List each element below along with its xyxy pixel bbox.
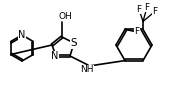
Text: S: S bbox=[71, 38, 77, 48]
Text: N: N bbox=[51, 51, 59, 61]
Text: OH: OH bbox=[58, 12, 72, 21]
Text: F: F bbox=[135, 27, 139, 36]
Text: N: N bbox=[18, 30, 26, 40]
Text: F: F bbox=[137, 5, 141, 14]
Text: F: F bbox=[152, 7, 158, 16]
Text: F: F bbox=[144, 3, 150, 12]
Text: NH: NH bbox=[80, 66, 94, 74]
